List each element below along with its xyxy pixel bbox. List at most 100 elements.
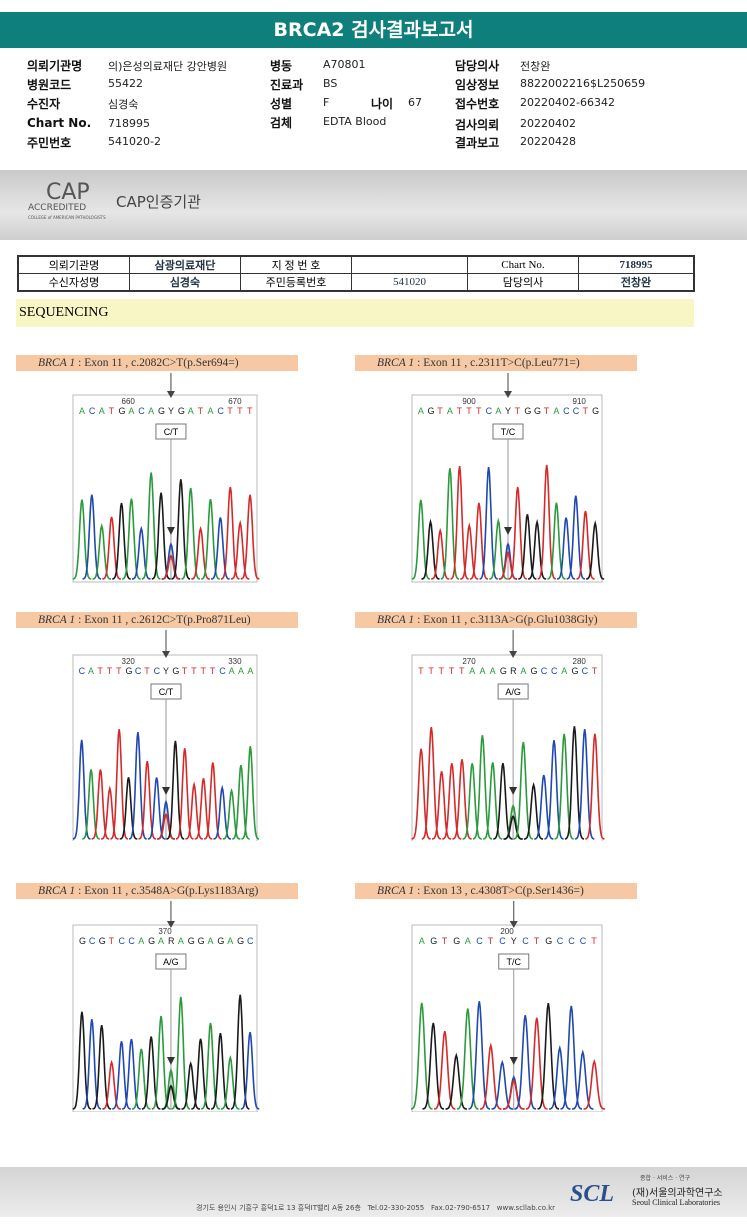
info-value: 67 (408, 96, 422, 109)
peak (240, 494, 260, 580)
info-value: 8822002216$L250659 (520, 77, 646, 90)
info-value: 20220402-66342 (520, 96, 615, 109)
peak (100, 785, 119, 840)
info-value: F (323, 96, 330, 109)
peak (575, 728, 595, 840)
peak (571, 1049, 594, 1110)
peak (421, 726, 441, 840)
footer-motto: 종합 · 서비스 · 연구 (640, 1175, 691, 1182)
section-title: SEQUENCING (16, 299, 694, 327)
variant-marker (504, 527, 512, 535)
peak (151, 492, 171, 580)
arrow-head (509, 921, 518, 928)
report-title: BRCA2 검사결과보고서 (0, 12, 747, 48)
peak (122, 498, 141, 580)
peak (410, 1002, 433, 1110)
summary-table: 의뢰기관명 삼광의료재단 지 정 번 호 Chart No. 718995 수신자성명 심… (17, 255, 695, 292)
peak (161, 1084, 181, 1110)
panel-title: BRCA 1: Exon 11 , c.3548A>G(p.Lys1183Arg… (16, 883, 298, 899)
call: T/C (501, 427, 516, 437)
peak (151, 1015, 171, 1110)
peak (518, 514, 537, 580)
peak (92, 1025, 112, 1110)
peak (72, 1011, 92, 1110)
footer-org-en: Seoul Clinical Laboratories (632, 1198, 720, 1207)
peak (431, 771, 452, 840)
info-label: Chart No. (27, 116, 92, 130)
peak (232, 764, 250, 840)
peak (194, 778, 213, 840)
footer: 경기도 용인시 기흥구 흥덕1로 13 흥덕IT밸리 A동 26층 Tel.02… (0, 1167, 747, 1217)
peak (548, 1044, 571, 1110)
cell: 지 정 번 호 (240, 255, 352, 274)
info-label: 진료과 (270, 78, 304, 92)
gene: BRCA 1 (38, 357, 76, 369)
peak (440, 468, 460, 580)
info-label: 병동 (270, 59, 293, 73)
info-value: A70801 (323, 58, 366, 71)
peak (576, 510, 595, 580)
info-value: BS (323, 77, 338, 90)
variant: : Exon 11 , c.3548A>G(p.Lys1183Arg) (78, 885, 259, 897)
peak (181, 1061, 201, 1110)
peak (442, 763, 462, 840)
info-label: 임상정보 (455, 78, 500, 92)
peak (211, 517, 230, 580)
peak (131, 525, 151, 580)
variant: : Exon 13 , c.4308T>C(p.Ser1436=) (417, 885, 584, 897)
peak (421, 518, 440, 580)
peak (508, 486, 527, 580)
variant-marker (509, 1057, 518, 1065)
peak (185, 781, 204, 840)
info-label: 검사의뢰 (455, 118, 500, 132)
peak (460, 522, 479, 580)
position: 320 (122, 657, 136, 666)
peak (213, 784, 232, 840)
peak (161, 554, 181, 580)
cell: 심경숙 (129, 273, 241, 292)
peak (452, 759, 472, 840)
info-value: 20220402 (520, 117, 576, 130)
cap-logo: CAP (46, 180, 90, 205)
panel-title: BRCA 1: Exon 11 , c.2311T>C(p.Leu771=) (355, 355, 637, 371)
variant-marker (162, 787, 170, 795)
cap-accredited: ACCREDITED (28, 203, 87, 213)
info-value: 20220428 (520, 135, 576, 148)
peak (469, 502, 489, 580)
call: C/T (164, 427, 179, 437)
peak (119, 777, 138, 840)
variant-marker (166, 527, 175, 535)
peak (91, 769, 110, 840)
gene: BRCA 1 (38, 614, 76, 626)
peak (479, 1042, 502, 1110)
footer-address: 경기도 용인시 기흥구 흥덕1로 13 흥덕IT밸리 A동 26층 Tel.02… (196, 1204, 556, 1212)
peak (583, 1059, 606, 1110)
peak (157, 812, 175, 840)
peak (138, 760, 157, 840)
peak (544, 740, 564, 840)
peak (422, 1022, 445, 1110)
info-label: 검체 (270, 116, 293, 130)
cell: 주민등록번호 (240, 273, 352, 292)
position: 270 (462, 657, 476, 666)
cell: 전창완 (578, 273, 695, 292)
scl-logo: SCL (570, 1181, 615, 1207)
peak (537, 1002, 560, 1110)
peak (585, 733, 605, 840)
cell: 담당의사 (467, 273, 579, 292)
peak (220, 1054, 240, 1110)
info-value: 심경숙 (108, 98, 139, 111)
gene: BRCA 1 (377, 614, 415, 626)
position: 280 (573, 657, 587, 666)
peak (554, 733, 574, 840)
peak (230, 994, 250, 1110)
peak (241, 746, 260, 840)
call: T/C (507, 957, 522, 967)
peak (102, 516, 121, 580)
info-value: 전창완 (520, 60, 551, 73)
peak (468, 1001, 491, 1110)
